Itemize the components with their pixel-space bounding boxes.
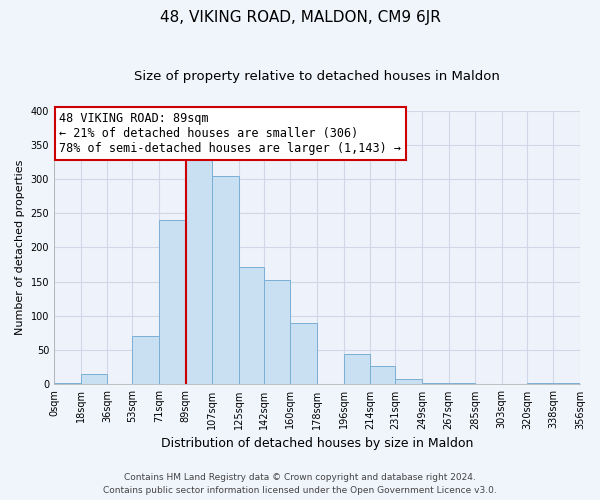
Title: Size of property relative to detached houses in Maldon: Size of property relative to detached ho…	[134, 70, 500, 83]
Bar	[80, 374, 107, 384]
Bar	[239, 266, 264, 384]
Bar	[54, 383, 80, 384]
Bar	[185, 155, 212, 384]
Text: 48 VIKING ROAD: 89sqm
← 21% of detached houses are smaller (306)
78% of semi-det: 48 VIKING ROAD: 89sqm ← 21% of detached …	[59, 112, 401, 155]
Bar	[290, 323, 317, 384]
Bar	[553, 383, 580, 384]
Bar	[133, 336, 159, 384]
Bar	[344, 354, 370, 384]
Bar	[449, 383, 475, 384]
Y-axis label: Number of detached properties: Number of detached properties	[15, 160, 25, 335]
Bar	[159, 220, 185, 384]
Bar	[527, 383, 553, 384]
Bar	[422, 383, 449, 384]
Bar	[395, 379, 422, 384]
X-axis label: Distribution of detached houses by size in Maldon: Distribution of detached houses by size …	[161, 437, 473, 450]
Text: 48, VIKING ROAD, MALDON, CM9 6JR: 48, VIKING ROAD, MALDON, CM9 6JR	[160, 10, 440, 25]
Bar	[370, 366, 395, 384]
Bar	[264, 280, 290, 384]
Bar	[212, 176, 239, 384]
Text: Contains HM Land Registry data © Crown copyright and database right 2024.
Contai: Contains HM Land Registry data © Crown c…	[103, 474, 497, 495]
